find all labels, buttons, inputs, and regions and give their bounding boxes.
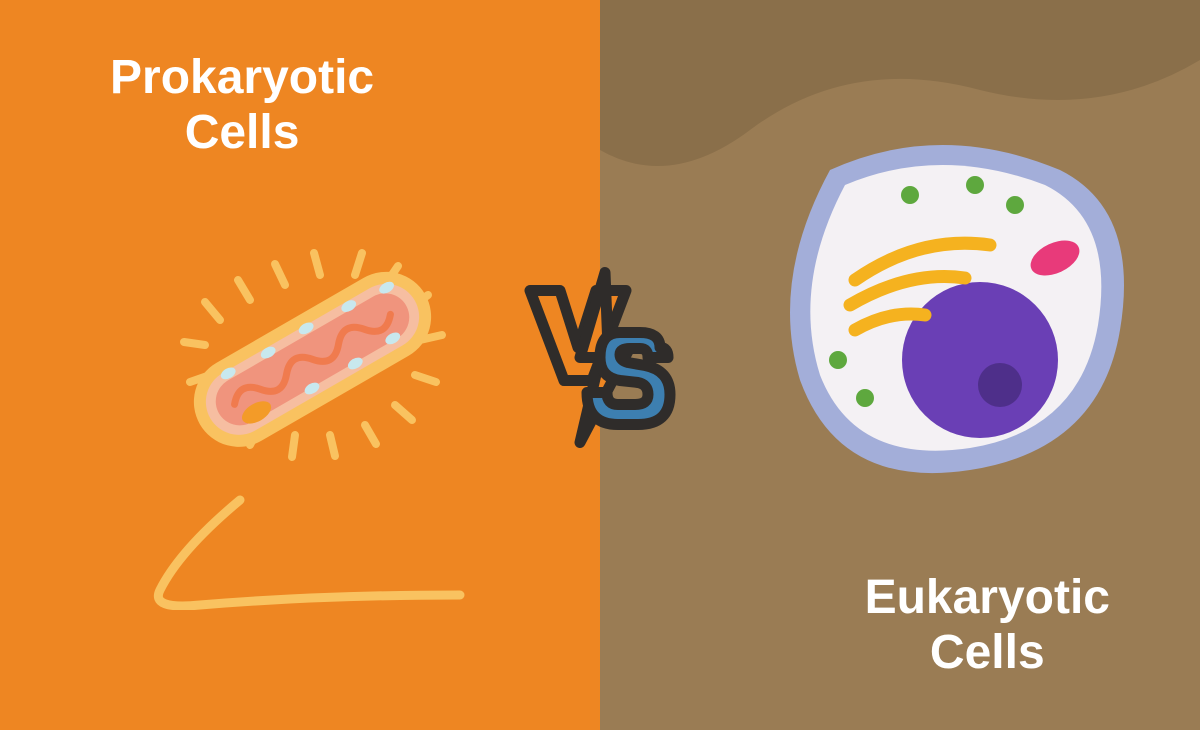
comparison-container: ProkaryoticCells — [0, 0, 1200, 730]
vs-badge — [510, 263, 690, 468]
nucleus — [902, 282, 1058, 438]
eukaryote-cell-icon — [760, 130, 1140, 495]
right-panel: EukaryoticCells — [600, 0, 1200, 730]
left-title: ProkaryoticCells — [110, 50, 374, 160]
right-title: EukaryoticCells — [865, 570, 1110, 680]
nucleolus — [978, 363, 1022, 407]
prokaryote-cell-icon — [120, 230, 500, 615]
flagellum — [158, 500, 460, 606]
